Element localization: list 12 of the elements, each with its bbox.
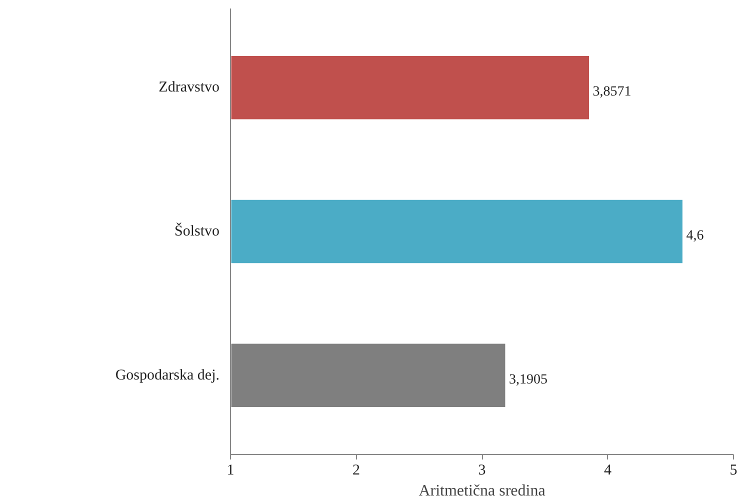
data-label: 3,1905 xyxy=(508,372,548,388)
x-axis-title: Aritmetična sredina xyxy=(418,482,546,500)
data-label: 4,6 xyxy=(686,228,704,244)
x-tick-label: 4 xyxy=(604,462,612,478)
y-tick-label: Gospodarska dej. xyxy=(115,367,220,384)
x-tick-label: 1 xyxy=(226,462,234,478)
x-tick-label: 3 xyxy=(478,462,486,478)
x-tick-label: 5 xyxy=(730,462,738,478)
x-tick-label: 2 xyxy=(352,462,360,478)
y-tick-label: Zdravstvo xyxy=(158,80,220,96)
data-label: 3,8571 xyxy=(592,84,632,100)
y-tick-label: Šolstvo xyxy=(174,222,220,240)
